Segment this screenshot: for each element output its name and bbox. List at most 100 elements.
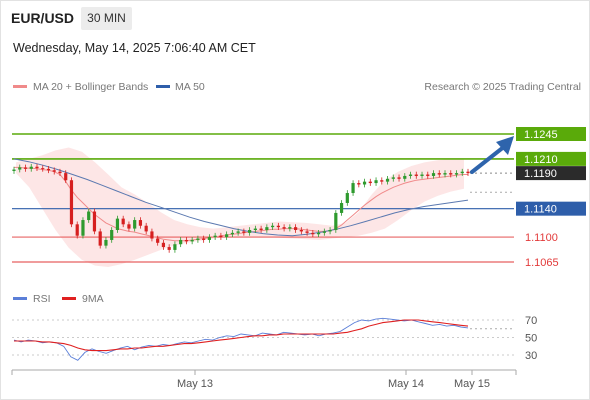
candle-body bbox=[92, 211, 97, 232]
rsi-legend-swatch bbox=[13, 297, 27, 300]
candle-body bbox=[466, 171, 470, 174]
candle-body bbox=[380, 180, 384, 182]
candle-body bbox=[339, 202, 344, 213]
candle-body bbox=[225, 234, 229, 238]
candle-body bbox=[202, 238, 206, 240]
price-levels bbox=[12, 133, 514, 263]
forecast-arrow bbox=[470, 136, 514, 174]
level-label-0: 1.1245 bbox=[524, 129, 558, 141]
x-tick-label: May 14 bbox=[388, 378, 424, 390]
candle-body bbox=[12, 169, 16, 171]
candlesticks bbox=[12, 163, 470, 253]
timeframe-badge[interactable]: 30 MIN bbox=[81, 7, 132, 30]
candle-body bbox=[196, 238, 200, 240]
candle-body bbox=[213, 235, 217, 238]
candle-body bbox=[443, 173, 447, 175]
candle-body bbox=[29, 166, 33, 169]
candle-body bbox=[58, 171, 62, 174]
rsi-tick-30: 30 bbox=[525, 350, 537, 362]
candle-body bbox=[282, 227, 286, 229]
candle-body bbox=[408, 174, 413, 176]
candle-body bbox=[460, 171, 464, 174]
ma50-line bbox=[13, 158, 469, 237]
candle-body bbox=[391, 177, 395, 179]
candle-body bbox=[293, 227, 298, 230]
candle-body bbox=[299, 230, 303, 232]
candle-body bbox=[368, 181, 372, 184]
candle-body bbox=[288, 227, 292, 229]
candle-body bbox=[161, 242, 166, 248]
candle-body bbox=[236, 231, 240, 233]
candle-body bbox=[121, 218, 125, 225]
rsi-tick-70: 70 bbox=[525, 315, 537, 327]
candle-body bbox=[167, 247, 171, 250]
candle-body bbox=[115, 218, 120, 230]
x-axis: May 13 May 14 May 15 bbox=[11, 369, 517, 390]
candle-body bbox=[362, 181, 367, 185]
candle-body bbox=[305, 231, 309, 233]
symbol-label: EUR/USD bbox=[11, 10, 75, 26]
ma20-legend-swatch bbox=[13, 85, 27, 88]
candle-body bbox=[173, 244, 177, 250]
candle-body bbox=[46, 168, 51, 171]
candle-body bbox=[374, 180, 378, 184]
candle-body bbox=[426, 174, 430, 176]
candle-body bbox=[104, 239, 108, 246]
candle-body bbox=[403, 175, 407, 179]
candle-body bbox=[81, 220, 85, 236]
ma20-line bbox=[14, 166, 468, 242]
candle-body bbox=[265, 227, 269, 230]
candle-body bbox=[454, 173, 459, 175]
candle-body bbox=[190, 239, 194, 242]
candle-body bbox=[35, 166, 39, 169]
credit-label: Research © 2025 Trading Central bbox=[424, 81, 581, 93]
candle-body bbox=[127, 224, 131, 229]
rsi-panel: 70 50 30 bbox=[12, 315, 537, 362]
candle-body bbox=[207, 237, 211, 240]
level-badge-1 bbox=[516, 151, 586, 166]
candle-body bbox=[253, 228, 257, 230]
level-badge-2 bbox=[516, 201, 586, 216]
timestamp-label: Wednesday, May 14, 2025 7:06:40 AM CET bbox=[13, 41, 256, 55]
rsi-line bbox=[13, 317, 469, 361]
candle-body bbox=[75, 224, 79, 236]
candle-body bbox=[248, 230, 252, 233]
price-labels: 1.1245 1.1210 1.1140 1.1100 1.1065 1.1190 bbox=[516, 127, 586, 269]
rsi-tick-50: 50 bbox=[525, 333, 537, 345]
candle-body bbox=[397, 177, 401, 179]
level-label-1: 1.1210 bbox=[524, 154, 558, 166]
bollinger-band-fill bbox=[16, 147, 464, 267]
level-badge-0 bbox=[516, 127, 586, 141]
candle-body bbox=[431, 173, 436, 176]
candle-body bbox=[52, 170, 56, 172]
ma9-legend-swatch bbox=[62, 297, 76, 300]
level-label-3: 1.1100 bbox=[525, 232, 558, 244]
candle-body bbox=[230, 232, 234, 235]
candle-body bbox=[150, 231, 154, 239]
candle-body bbox=[322, 231, 326, 233]
rsi-legend-label: RSI bbox=[33, 293, 51, 305]
candle-body bbox=[64, 173, 68, 181]
candle-body bbox=[311, 232, 315, 235]
moving-averages bbox=[13, 158, 469, 242]
candle-body bbox=[449, 173, 453, 175]
bollinger-bands bbox=[16, 147, 464, 267]
candle-body bbox=[316, 232, 321, 235]
ma50-legend-label: MA 50 bbox=[175, 81, 205, 93]
candle-body bbox=[110, 230, 114, 240]
candle-body bbox=[351, 183, 355, 194]
arrow-head bbox=[496, 136, 514, 155]
x-tick-label: May 13 bbox=[177, 378, 213, 390]
ma50-legend-swatch bbox=[156, 85, 170, 88]
candle-body bbox=[23, 167, 28, 169]
candle-body bbox=[276, 225, 280, 228]
candle-body bbox=[357, 183, 361, 185]
candle-body bbox=[144, 225, 148, 232]
candle-body bbox=[138, 220, 143, 226]
ma9-legend-label: 9MA bbox=[82, 293, 104, 305]
ma20-legend-label: MA 20 + Bollinger Bands bbox=[33, 81, 148, 93]
candle-body bbox=[242, 231, 246, 233]
candle-body bbox=[179, 239, 183, 245]
candle-body bbox=[271, 225, 275, 228]
